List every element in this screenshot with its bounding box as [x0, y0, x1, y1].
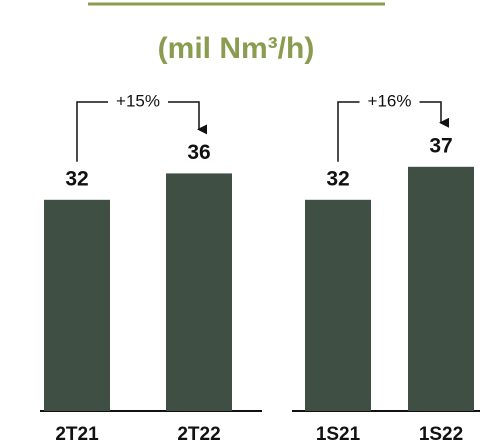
data-label: 32 — [65, 167, 88, 190]
bar — [408, 166, 474, 411]
data-label: 36 — [187, 141, 210, 164]
annotation-bg — [359, 91, 420, 113]
x-tick-label: 2T22 — [177, 424, 220, 445]
data-label: 32 — [326, 167, 349, 190]
bar — [44, 199, 110, 411]
x-tick-label: 1S21 — [316, 424, 361, 445]
change-annotation: +15% — [116, 91, 160, 110]
x-tick-label: 1S22 — [419, 424, 463, 445]
data-label: 37 — [429, 134, 452, 157]
change-annotation: +16% — [368, 91, 412, 110]
x-tick-label: 2T21 — [55, 424, 99, 445]
annotation-bg — [108, 91, 168, 113]
bar — [305, 199, 371, 411]
bar — [166, 173, 232, 411]
chart-subtitle: (mil Nm³/h) — [158, 32, 315, 65]
